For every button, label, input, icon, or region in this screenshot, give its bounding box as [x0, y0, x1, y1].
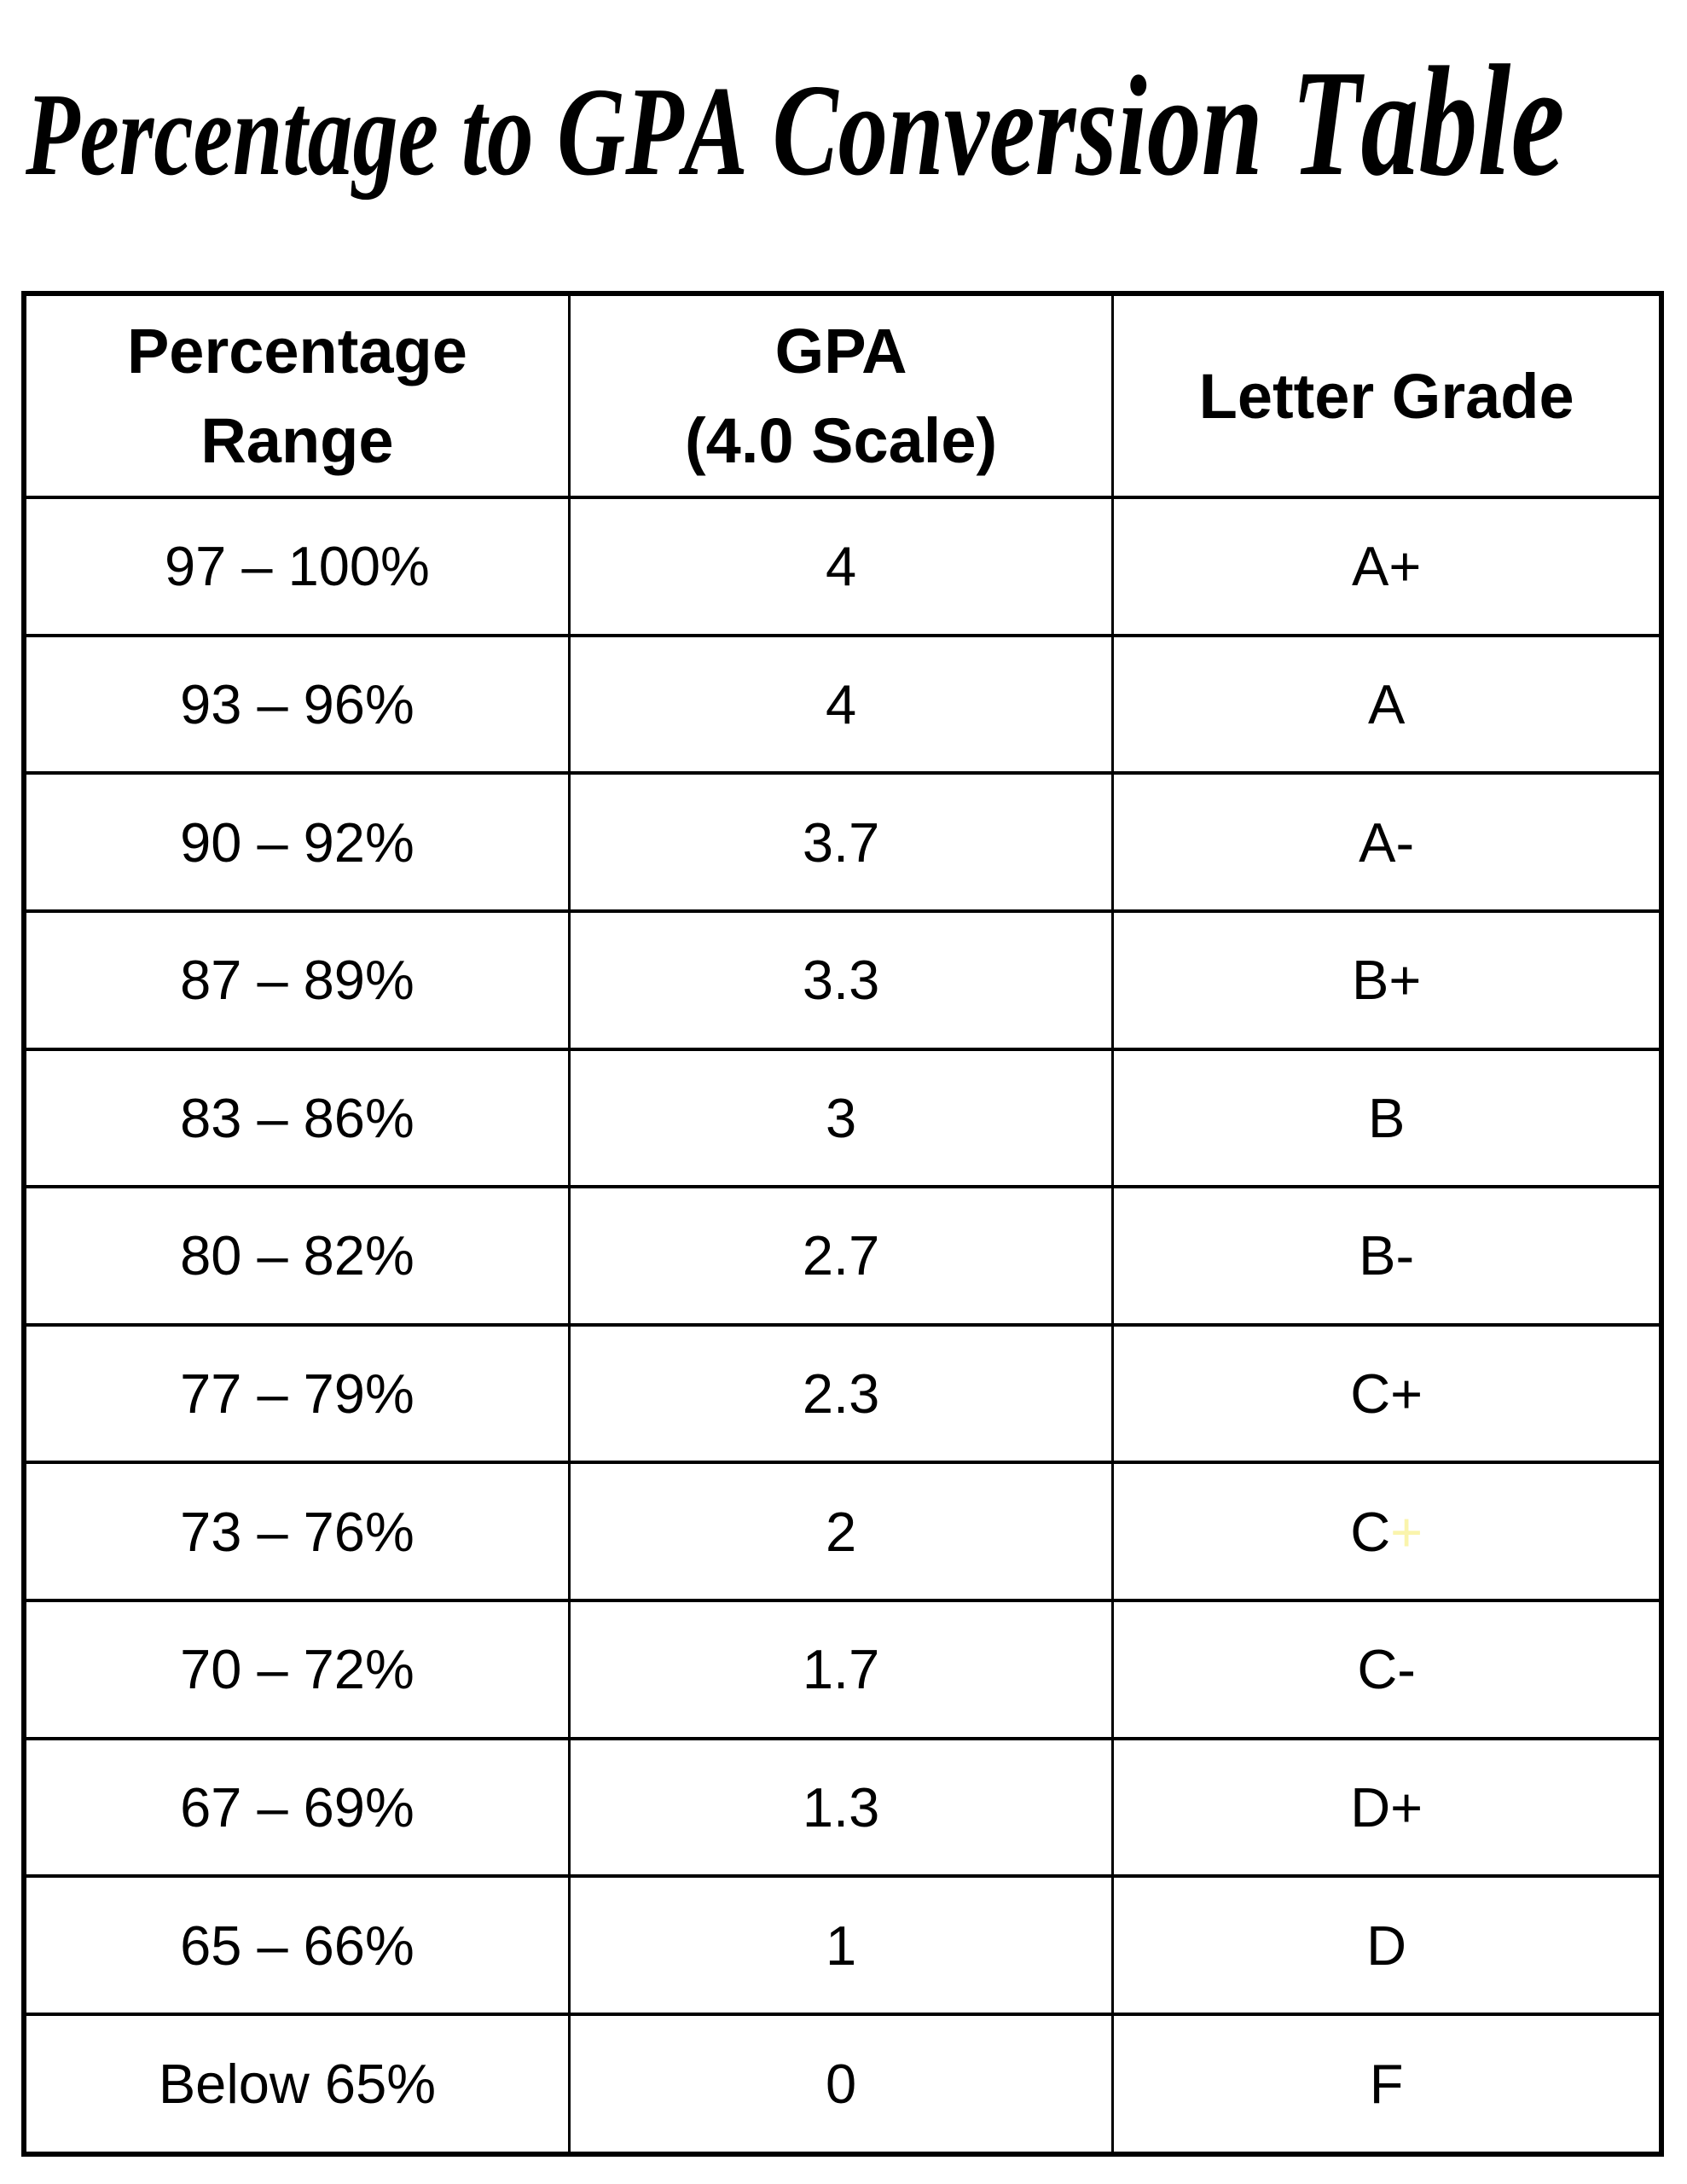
gpa-cell: 1.7	[567, 1599, 1115, 1740]
table-row: 83 – 86% 3 B	[22, 1047, 1663, 1189]
header-line: (4.0 Scale)	[685, 405, 998, 476]
letter-grade: B-	[1359, 1224, 1415, 1287]
letter-grade: F	[1369, 2052, 1404, 2115]
table-row: 67 – 69% 1.3 D+	[22, 1736, 1663, 1879]
header-line: GPA	[774, 316, 907, 386]
letter-cell: D+	[1111, 1736, 1663, 1879]
header-gpa-scale: GPA (4.0 Scale)	[567, 292, 1115, 499]
table-row: 90 – 92% 3.7 A-	[22, 771, 1663, 913]
table-row: Below 65% 0 F	[22, 2012, 1663, 2157]
range-cell: 70 – 72%	[22, 1599, 571, 1740]
letter-grade: C+	[1350, 1362, 1423, 1426]
gpa-cell: 2.3	[567, 1322, 1115, 1465]
range-cell: 87 – 89%	[22, 909, 571, 1051]
letter-grade: B+	[1351, 949, 1422, 1012]
letter-cell: C+	[1111, 1322, 1663, 1465]
letter-grade: A+	[1351, 535, 1422, 598]
gpa-cell: 1.3	[567, 1736, 1115, 1879]
table-row: 65 – 66% 1 D	[22, 1874, 1663, 2016]
range-cell: 67 – 69%	[22, 1736, 571, 1879]
letter-grade: A-	[1359, 810, 1415, 874]
range-cell: 80 – 82%	[22, 1185, 571, 1327]
gpa-cell: 3.7	[567, 771, 1115, 913]
header-line: Percentage	[126, 316, 467, 386]
table-row: 87 – 89% 3.3 B+	[22, 909, 1663, 1051]
range-cell: 93 – 96%	[22, 633, 571, 775]
header-percentage-range: Percentage Range	[22, 292, 571, 499]
letter-grade: A	[1367, 672, 1406, 735]
gpa-cell: 3	[567, 1047, 1115, 1189]
header-letter-grade: Letter Grade	[1111, 292, 1663, 499]
letter-grade: C-	[1357, 1638, 1416, 1701]
range-cell: 90 – 92%	[22, 771, 571, 913]
letter-cell: D	[1111, 1874, 1663, 2016]
header-line: Letter Grade	[1198, 360, 1574, 432]
gpa-cell: 3.3	[567, 909, 1115, 1051]
letter-cell: B+	[1111, 909, 1663, 1051]
letter-cell: F	[1111, 2012, 1663, 2157]
letter-cell: A+	[1111, 496, 1663, 637]
header-row: Percentage Range GPA (4.0 Scale) Letter …	[22, 292, 1663, 499]
page-title: Percentage to GPA Conversion Table	[26, 31, 1565, 210]
table-row: 80 – 82% 2.7 B-	[22, 1185, 1663, 1327]
conversion-table: Percentage Range GPA (4.0 Scale) Letter …	[21, 291, 1664, 2157]
table-row: 93 – 96% 4 A	[22, 633, 1663, 775]
table-row: 70 – 72% 1.7 C-	[22, 1599, 1663, 1740]
table-row: 97 – 100% 4 A+	[22, 496, 1663, 637]
letter-grade: B	[1367, 1086, 1406, 1149]
gpa-cell: 1	[567, 1874, 1115, 2016]
letter-cell: B-	[1111, 1185, 1663, 1327]
letter-cell: B	[1111, 1047, 1663, 1189]
letter-cell: C+	[1111, 1461, 1663, 1602]
letter-cell: C-	[1111, 1599, 1663, 1740]
range-cell: Below 65%	[22, 2012, 571, 2157]
letter-suffix: +	[1390, 1500, 1423, 1563]
letter-cell: A	[1111, 633, 1663, 775]
range-cell: 83 – 86%	[22, 1047, 571, 1189]
letter-grade: D	[1366, 1914, 1407, 1977]
header-line: Range	[200, 405, 394, 476]
range-cell: 73 – 76%	[22, 1461, 571, 1602]
letter-grade: D+	[1350, 1775, 1423, 1838]
gpa-cell: 2	[567, 1461, 1115, 1602]
range-cell: 97 – 100%	[22, 496, 571, 637]
table-row: 73 – 76% 2 C+	[22, 1461, 1663, 1602]
range-cell: 65 – 66%	[22, 1874, 571, 2016]
gpa-cell: 4	[567, 633, 1115, 775]
gpa-cell: 2.7	[567, 1185, 1115, 1327]
letter-cell: A-	[1111, 771, 1663, 913]
range-cell: 77 – 79%	[22, 1322, 571, 1465]
gpa-cell: 0	[567, 2012, 1115, 2157]
letter-grade: C	[1350, 1500, 1391, 1563]
table-row: 77 – 79% 2.3 C+	[22, 1322, 1663, 1465]
gpa-cell: 4	[567, 496, 1115, 637]
